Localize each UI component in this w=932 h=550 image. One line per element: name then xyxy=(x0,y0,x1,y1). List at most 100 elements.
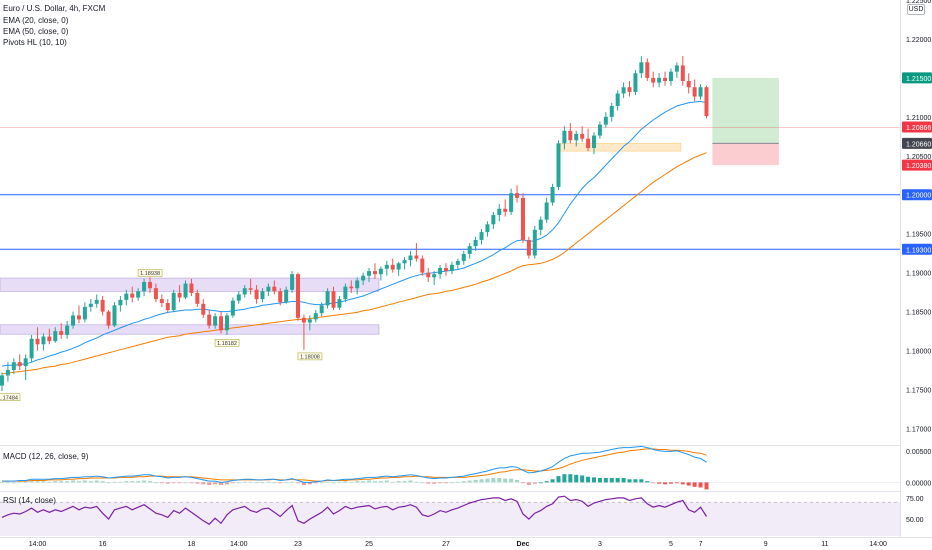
macd-histogram-bar xyxy=(94,480,99,483)
pivot-label: 1.18182 xyxy=(217,341,237,347)
candle-body xyxy=(100,299,105,312)
candle-body xyxy=(408,255,413,261)
candle-body xyxy=(544,202,549,220)
candle-body xyxy=(526,239,531,256)
macd-histogram-bar xyxy=(396,481,401,483)
time-tick-label: 16 xyxy=(99,541,107,548)
macd-histogram-bar xyxy=(532,482,537,484)
macd-histogram-bar xyxy=(526,482,531,485)
time-tick-label: 23 xyxy=(294,541,302,548)
macd-histogram-bar xyxy=(272,482,277,484)
candle-body xyxy=(248,288,253,290)
candle-body xyxy=(509,193,514,212)
macd-histogram-bar xyxy=(213,482,218,485)
candle-body xyxy=(621,87,626,94)
candle-body xyxy=(41,336,46,345)
candle-body xyxy=(704,87,709,117)
candle-body xyxy=(532,229,537,256)
symbol-title[interactable]: Euro / U.S. Dollar, 4h, FXCM xyxy=(3,4,106,13)
rsi-legend[interactable]: RSI (14, close) xyxy=(3,496,56,505)
macd-histogram-bar xyxy=(408,480,413,483)
candle-body xyxy=(414,255,419,259)
candle-body xyxy=(159,299,164,304)
candle-body xyxy=(153,288,158,300)
position-stop-zone xyxy=(712,143,779,166)
candle-body xyxy=(550,186,555,203)
macd-histogram-bar xyxy=(142,480,147,483)
candle-body xyxy=(343,286,348,300)
price-axis-label-bg xyxy=(902,243,932,255)
macd-histogram-bar xyxy=(597,477,602,483)
macd-histogram-bar xyxy=(266,481,271,483)
ema20-legend[interactable]: EMA (20, close, 0) xyxy=(3,16,69,25)
time-tick-label: 14:00 xyxy=(29,541,47,548)
macd-histogram-bar xyxy=(704,482,709,490)
candle-body xyxy=(17,362,22,367)
macd-histogram-bar xyxy=(686,482,691,486)
candle-body xyxy=(47,336,52,342)
candle-body xyxy=(603,116,608,125)
macd-histogram-bar xyxy=(603,477,608,483)
candle-body xyxy=(372,271,377,275)
price-axis-label-bg xyxy=(902,159,932,171)
macd-histogram-bar xyxy=(278,482,283,484)
macd-tick-label: 0.00000 xyxy=(906,480,931,487)
candle-body xyxy=(254,289,259,300)
candle-body xyxy=(219,316,224,331)
candle-body xyxy=(592,135,596,148)
rsi-line xyxy=(1,495,708,525)
time-tick-label: 14:00 xyxy=(869,541,887,548)
macd-histogram-bar xyxy=(219,482,224,485)
macd-histogram-bar xyxy=(455,481,460,483)
candle-body xyxy=(627,87,632,92)
macd-histogram-bar xyxy=(438,482,443,484)
ema50-legend[interactable]: EMA (50, close, 0) xyxy=(3,27,69,36)
candle-body xyxy=(266,286,271,292)
candle-body xyxy=(420,258,425,273)
macd-histogram-bar xyxy=(41,481,46,483)
position-target-zone xyxy=(712,77,779,144)
price-axis-label-bg xyxy=(902,137,932,149)
macd-histogram-bar xyxy=(23,481,28,483)
price-axis-label: 1.19300 xyxy=(906,247,931,254)
time-tick-label: 25 xyxy=(365,541,373,548)
macd-histogram-bar xyxy=(592,477,596,483)
macd-histogram-bar xyxy=(325,481,330,483)
time-tick-label: 27 xyxy=(442,541,450,548)
candle-body xyxy=(609,105,614,117)
macd-histogram-bar xyxy=(76,481,81,483)
candle-body xyxy=(94,299,99,304)
candle-body xyxy=(112,305,117,326)
candle-body xyxy=(319,305,324,314)
rsi-band xyxy=(0,502,900,536)
candle-body xyxy=(189,283,194,293)
macd-histogram-bar xyxy=(319,482,324,484)
macd-histogram-bar xyxy=(11,482,16,484)
macd-histogram-bar xyxy=(130,481,135,483)
macd-histogram-bar xyxy=(414,481,419,483)
pivot-label-box xyxy=(297,352,323,361)
candle-body xyxy=(390,264,395,270)
macd-histogram-bar xyxy=(444,482,448,484)
pivot-label: 1.18938 xyxy=(140,271,160,277)
candle-body xyxy=(183,283,188,298)
pivots-legend[interactable]: Pivots HL (10, 10) xyxy=(3,38,67,47)
price-tick-label: 1.20500 xyxy=(906,154,931,161)
macd-histogram-bar xyxy=(674,482,679,484)
candle-body xyxy=(313,313,318,320)
candle-body xyxy=(674,65,679,72)
candle-body xyxy=(11,362,16,370)
currency-badge[interactable]: USD xyxy=(907,4,925,15)
time-tick-label: 7 xyxy=(699,541,703,548)
candle-body xyxy=(515,193,520,198)
candle-body xyxy=(71,315,76,326)
candle-body xyxy=(53,331,58,342)
macd-histogram-bar xyxy=(307,482,312,485)
candle-body xyxy=(597,124,602,136)
macd-legend[interactable]: MACD (12, 26, close, 9) xyxy=(3,452,89,461)
macd-histogram-bar xyxy=(224,482,229,485)
candle-body xyxy=(296,274,300,318)
candle-body xyxy=(230,300,235,316)
